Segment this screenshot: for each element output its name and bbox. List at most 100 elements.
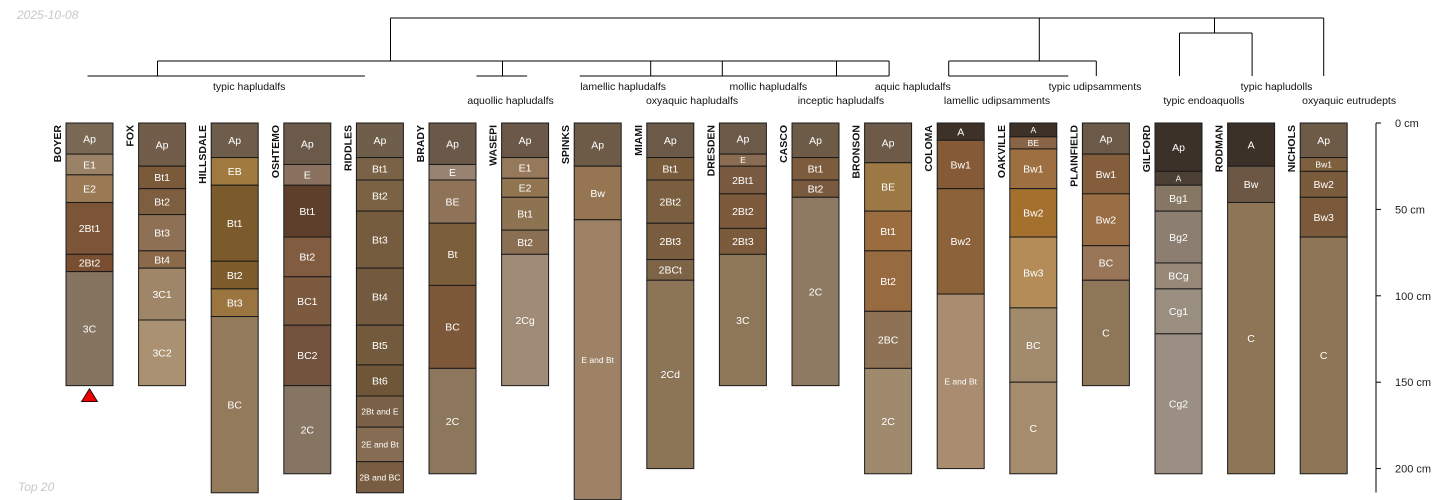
horizon-label: Bw1: [1315, 160, 1332, 170]
horizon-label: BE: [1028, 138, 1040, 148]
marker-triangle: [80, 387, 99, 403]
horizon-label: Ap: [809, 135, 822, 147]
horizon-label: 2Cd: [661, 369, 680, 381]
horizon-label: Bt1: [372, 164, 388, 176]
soil-profile: Ap Bt1 Bt2 Bt3 Bt4 3C1 3C2 FOX: [125, 122, 187, 387]
depth-tick-label: 200 cm: [1395, 464, 1431, 476]
horizon-block: [1009, 307, 1058, 383]
horizon-label: 2Bt1: [732, 175, 754, 187]
horizon-block: [355, 267, 404, 326]
horizon-label: E and Bt: [944, 376, 977, 386]
horizon-block: [791, 122, 840, 159]
profile-name: MIAMI: [633, 125, 645, 156]
horizon-label: Bw1: [1096, 169, 1117, 181]
horizon-block: [1009, 188, 1058, 238]
horizon-label: Bt1: [808, 164, 824, 176]
horizon-block: [138, 188, 187, 216]
horizon-label: 2C: [301, 425, 315, 437]
horizon-block: [501, 229, 550, 255]
soil-profile: Ap Bw E and Bt SPINKS: [560, 122, 622, 500]
profile-name: RODMAN: [1214, 125, 1226, 172]
soil-profile: Ap EB Bt1 Bt2 Bt3 BC HILLSDALE: [197, 122, 259, 494]
horizon-label: 2BC: [878, 335, 899, 347]
horizon-label: E: [740, 155, 746, 165]
horizon-label: Cg2: [1169, 399, 1188, 411]
horizon-label: C: [1247, 333, 1255, 345]
horizon-label: 2B and BC: [359, 472, 400, 482]
horizon-block: [791, 196, 840, 387]
horizon-label: Bt1: [880, 226, 896, 238]
horizon-block: [718, 227, 767, 255]
horizon-label: Bw: [1244, 179, 1259, 191]
horizon-label: Bt1: [662, 164, 678, 176]
profile-name: HILLSDALE: [197, 125, 209, 184]
horizon-block: [210, 316, 259, 494]
footer-label: Top 20: [18, 480, 55, 494]
horizon-label: Bt2: [880, 276, 896, 288]
soil-profile: A Bw1 Bw2 E and Bt COLOMA: [923, 122, 985, 470]
horizon-label: Bw2: [1023, 208, 1044, 220]
horizon-label: Bt2: [517, 237, 533, 249]
horizon-label: 2C: [809, 286, 823, 298]
profile-name: BOYER: [52, 125, 64, 163]
horizon-label: 2Bt2: [732, 206, 754, 218]
horizon-block: [210, 122, 259, 159]
horizon-block: [1299, 170, 1348, 198]
horizon-block: [718, 165, 767, 195]
taxa-label: aquic hapludalfs: [875, 81, 951, 93]
horizon-block: [428, 179, 477, 224]
horizon-label: Ap: [83, 133, 96, 145]
horizon-label: A: [1176, 173, 1182, 183]
horizon-label: Bw3: [1313, 212, 1334, 224]
horizon-label: 2BCt: [659, 265, 682, 277]
profile-name: BRADY: [415, 125, 427, 162]
horizon-block: [138, 214, 187, 252]
horizon-label: Bt2: [227, 270, 243, 282]
horizon-block: [210, 157, 259, 186]
horizon-block: [501, 253, 550, 387]
horizon-label: 2Cg: [515, 315, 534, 327]
horizon-label: Ap: [519, 135, 532, 147]
horizon-block: [1154, 262, 1203, 290]
horizon-block: [1154, 210, 1203, 264]
horizon-label: Bw1: [1023, 164, 1044, 176]
horizon-label: Bt1: [227, 218, 243, 230]
horizon-label: Ap: [446, 139, 459, 151]
horizon-label: BC: [445, 322, 460, 334]
horizon-label: 3C2: [152, 348, 171, 360]
horizon-label: 3C1: [152, 289, 171, 301]
horizon-block: [355, 210, 404, 269]
horizon-label: Bt3: [372, 234, 388, 246]
profile-name: PLAINFIELD: [1068, 125, 1080, 187]
horizon-block: [428, 367, 477, 475]
horizon-block: [283, 236, 332, 278]
horizon-label: E1: [519, 163, 532, 175]
horizon-label: Ap: [1317, 135, 1330, 147]
horizon-block: [283, 324, 332, 387]
horizon-label: 3C: [83, 323, 97, 335]
horizon-block: [646, 279, 695, 470]
horizon-label: 3C: [736, 315, 750, 327]
taxa-label: typic hapludalfs: [213, 81, 285, 93]
horizon-label: Ap: [156, 139, 169, 151]
horizon-block: [864, 162, 913, 212]
horizon-block: [65, 201, 114, 255]
horizon-label: C: [1102, 328, 1110, 340]
soil-profile: A BE Bw1 Bw2 Bw3 BC C OAKVILLE: [996, 122, 1058, 475]
horizon-block: [65, 174, 114, 203]
horizon-label: BC: [1026, 340, 1041, 352]
horizon-block: [283, 184, 332, 238]
horizon-block: [1154, 333, 1203, 475]
horizon-label: Ap: [228, 135, 241, 147]
horizon-label: Bg2: [1169, 232, 1188, 244]
soil-profile: Ap E 2Bt1 2Bt2 2Bt3 3C DRESDEN: [705, 122, 767, 387]
profile-name: GILFORD: [1141, 125, 1153, 173]
horizon-block: [864, 367, 913, 475]
horizon-label: Ap: [373, 135, 386, 147]
horizon-label: C: [1320, 350, 1328, 362]
horizon-label: Cg1: [1169, 306, 1188, 318]
horizon-block: [936, 293, 985, 470]
horizon-label: Bt6: [372, 375, 388, 387]
horizon-block: [1299, 196, 1348, 238]
horizon-block: [1081, 122, 1130, 155]
